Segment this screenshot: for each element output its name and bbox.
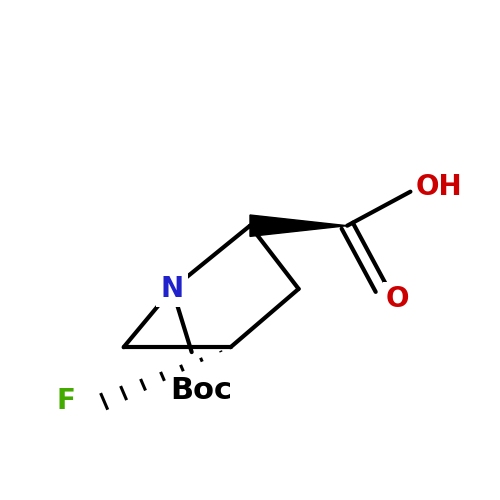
Polygon shape xyxy=(250,215,347,236)
Text: N: N xyxy=(160,275,184,303)
Text: OH: OH xyxy=(416,173,462,201)
Text: F: F xyxy=(56,386,75,414)
Text: O: O xyxy=(386,284,409,312)
Text: Boc: Boc xyxy=(170,376,232,406)
